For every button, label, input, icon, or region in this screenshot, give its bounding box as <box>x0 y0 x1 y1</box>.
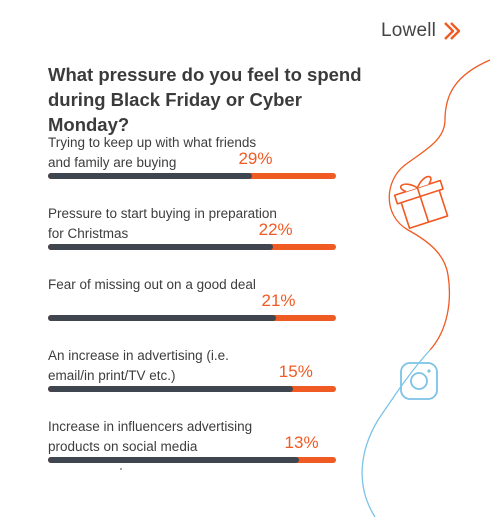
bar-share <box>48 457 336 463</box>
bar-share <box>48 173 336 179</box>
category-label: Fear of missing out on a good deal <box>48 277 256 292</box>
bar-remainder <box>48 244 273 250</box>
chart-title: What pressure do you feel to spend durin… <box>48 64 362 135</box>
small-dot <box>120 468 122 470</box>
category-label: Pressure to start buying in preparation … <box>48 206 277 241</box>
percent-label: 22% <box>258 220 293 239</box>
percent-label: 21% <box>261 291 296 310</box>
bar-share <box>48 315 336 321</box>
bar-share <box>48 386 336 392</box>
bar-remainder <box>48 457 299 463</box>
bar-remainder <box>48 173 253 179</box>
bar-row: Pressure to start buying in preparation … <box>48 204 338 254</box>
category-label: Trying to keep up with what friends and … <box>48 135 257 170</box>
bar-row: Trying to keep up with what friends and … <box>48 133 338 183</box>
bar-row: Fear of missing out on a good deal 21% <box>48 275 338 325</box>
bar-row: Increase in influencers advertising prod… <box>48 417 338 467</box>
lowell-logo: Lowell <box>381 20 462 42</box>
percent-label: 13% <box>284 433 319 452</box>
bar-share <box>48 244 336 250</box>
lowell-chevron-icon <box>442 21 462 41</box>
bar-remainder <box>48 386 293 392</box>
brand-name: Lowell <box>381 20 437 41</box>
percent-label: 29% <box>238 149 273 168</box>
bar-remainder <box>48 315 276 321</box>
category-label: An increase in advertising (i.e. email/i… <box>48 348 229 383</box>
percent-label: 15% <box>278 362 313 381</box>
category-label: Increase in influencers advertising prod… <box>48 419 253 454</box>
bar-row: An increase in advertising (i.e. email/i… <box>48 346 338 396</box>
